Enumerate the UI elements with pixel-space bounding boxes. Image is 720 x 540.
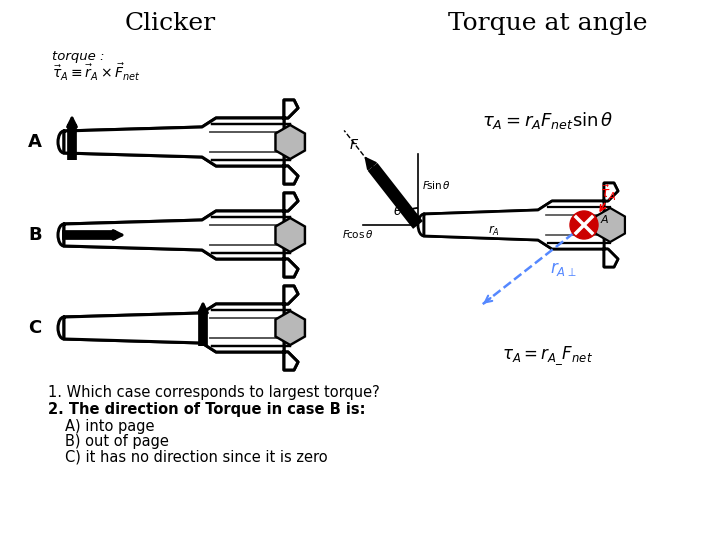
Text: Torque at angle: Torque at angle (449, 12, 648, 35)
Text: 2. The direction of Torque in case B is:: 2. The direction of Torque in case B is: (48, 402, 366, 417)
Text: 1. Which case corresponds to largest torque?: 1. Which case corresponds to largest tor… (48, 385, 379, 400)
Polygon shape (64, 193, 298, 277)
Polygon shape (424, 183, 618, 267)
Text: $r_{A\perp}$: $r_{A\perp}$ (551, 260, 577, 278)
Circle shape (570, 211, 598, 239)
Polygon shape (64, 100, 298, 184)
Text: $A$: $A$ (600, 213, 609, 225)
Text: $\vec{\tau}_A \equiv \vec{r}_A \times \vec{F}_{net}$: $\vec{\tau}_A \equiv \vec{r}_A \times \v… (52, 62, 141, 83)
Text: C) it has no direction since it is zero: C) it has no direction since it is zero (65, 449, 328, 464)
Polygon shape (64, 286, 298, 370)
Text: A) into page: A) into page (65, 419, 155, 434)
Text: $\vec{\tau}_A$: $\vec{\tau}_A$ (600, 184, 616, 203)
Text: $\tau_A = r_A F_{net} \sin\theta$: $\tau_A = r_A F_{net} \sin\theta$ (482, 110, 613, 131)
Text: Clicker: Clicker (125, 12, 215, 35)
Text: $F\!\cos\theta$: $F\!\cos\theta$ (342, 228, 374, 240)
Polygon shape (276, 311, 305, 345)
Polygon shape (595, 208, 625, 242)
Polygon shape (276, 218, 305, 252)
Text: B) out of page: B) out of page (65, 434, 169, 449)
Text: C: C (28, 319, 42, 337)
Polygon shape (276, 125, 305, 159)
Text: torque :: torque : (52, 50, 104, 63)
Text: B: B (28, 226, 42, 244)
Text: $F\!\sin\theta$: $F\!\sin\theta$ (422, 179, 451, 191)
Text: $F$: $F$ (348, 138, 359, 152)
Text: A: A (28, 133, 42, 151)
Text: $r_A$: $r_A$ (488, 224, 500, 238)
Text: $\tau_A = r_{A\_} F_{net}$: $\tau_A = r_{A\_} F_{net}$ (503, 345, 593, 367)
Text: $\theta$: $\theta$ (393, 204, 403, 218)
